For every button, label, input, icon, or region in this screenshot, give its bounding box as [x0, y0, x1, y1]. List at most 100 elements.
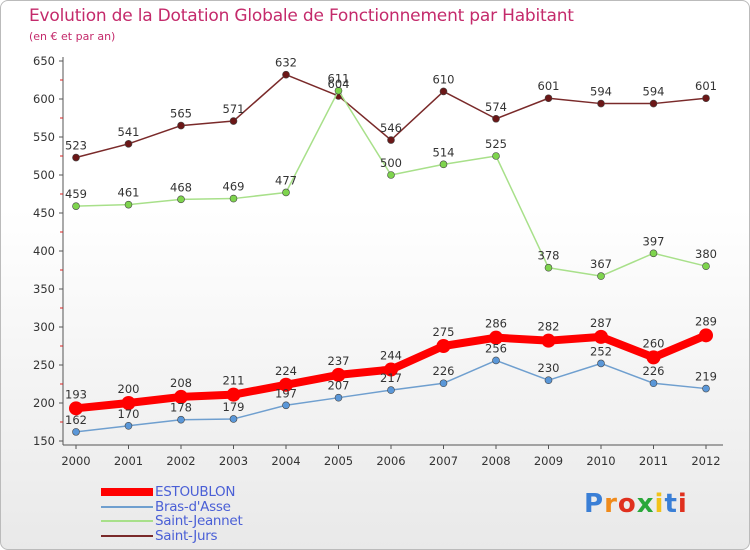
data-point — [334, 86, 343, 95]
x-tick-label: 2010 — [586, 454, 615, 468]
data-label: 571 — [223, 102, 245, 116]
data-label: 287 — [590, 316, 612, 330]
data-point — [649, 99, 658, 108]
data-point — [177, 195, 185, 204]
data-point — [384, 362, 398, 377]
data-label: 179 — [223, 400, 245, 414]
data-label: 252 — [590, 344, 612, 358]
data-label: 378 — [538, 249, 560, 263]
data-label: 178 — [170, 401, 192, 415]
data-label: 523 — [65, 139, 87, 153]
data-point — [492, 356, 500, 365]
data-label: 208 — [170, 376, 192, 390]
data-label: 461 — [118, 186, 140, 200]
data-point — [439, 379, 448, 388]
data-label: 565 — [170, 107, 192, 121]
data-point — [544, 263, 553, 272]
legend-label: ESTOUBLON — [155, 484, 236, 501]
legend-swatch — [101, 505, 153, 508]
data-label: 604 — [328, 77, 350, 91]
data-point — [439, 160, 448, 169]
data-point — [387, 171, 395, 179]
chart-legend: ESTOUBLON Bras-d'Asse Saint-Jeannet Saint-J… — [101, 484, 243, 544]
legend-label: Bras-d'Asse — [155, 498, 231, 515]
data-label: 275 — [433, 325, 455, 339]
data-point — [177, 121, 185, 130]
data-label: 289 — [695, 314, 717, 328]
data-label: 632 — [275, 56, 297, 70]
data-label: 260 — [643, 336, 665, 350]
data-label: 200 — [118, 382, 140, 396]
data-point — [702, 94, 710, 103]
logo-letter: P — [584, 489, 605, 519]
x-tick-label: 2007 — [429, 454, 458, 468]
x-tick-label: 2006 — [376, 454, 405, 468]
data-label: 601 — [538, 79, 560, 93]
data-label: 211 — [223, 374, 245, 388]
data-point — [229, 415, 238, 423]
data-point — [649, 249, 658, 258]
data-point — [594, 329, 608, 344]
data-point — [597, 359, 605, 368]
data-point — [492, 152, 500, 160]
data-label: 207 — [328, 379, 350, 393]
x-tick-label: 2008 — [481, 454, 510, 468]
data-point — [489, 330, 503, 345]
data-point — [124, 421, 133, 430]
chart-data-labels: 523 541 565 571 632 604 546 610 574 601 594 594 601 4… — [65, 56, 717, 427]
data-point — [544, 94, 553, 103]
logo-letter: i — [677, 489, 688, 519]
logo-letter: x — [636, 489, 655, 519]
data-label: 477 — [275, 173, 297, 187]
data-label: 170 — [118, 407, 140, 421]
data-label: 594 — [643, 85, 665, 99]
logo-letter: o — [617, 489, 637, 519]
data-label: 594 — [590, 85, 612, 99]
data-point — [282, 188, 290, 197]
data-point — [331, 367, 346, 382]
legend-label: Saint-Jeannet — [155, 513, 243, 530]
data-point — [492, 114, 500, 123]
data-point — [387, 386, 395, 394]
y-tick-label: 450 — [33, 206, 55, 220]
data-label: 468 — [170, 180, 192, 194]
y-tick-label: 600 — [33, 92, 55, 106]
data-point — [699, 328, 713, 343]
data-point — [646, 350, 661, 365]
data-point — [436, 339, 451, 353]
data-point — [72, 153, 80, 162]
data-point — [72, 428, 80, 436]
y-tick-label: 550 — [33, 130, 55, 144]
data-point — [702, 262, 710, 271]
legend-label: Saint-Jurs — [155, 527, 218, 544]
data-label: 610 — [433, 72, 455, 86]
data-label: 193 — [65, 387, 87, 401]
y-tick-label: 250 — [33, 358, 55, 372]
data-point — [121, 396, 136, 410]
data-point — [69, 401, 83, 416]
data-label: 500 — [380, 156, 402, 170]
x-tick-label: 2004 — [271, 454, 300, 468]
data-point — [282, 401, 290, 410]
data-point — [597, 272, 605, 280]
logo-letter: t — [664, 489, 678, 519]
data-point — [334, 393, 343, 402]
data-label: 546 — [380, 121, 402, 135]
data-point — [387, 136, 395, 144]
data-point — [702, 384, 710, 393]
legend-swatch — [101, 488, 153, 497]
data-label: 217 — [380, 371, 402, 385]
data-label: 601 — [695, 79, 717, 93]
data-label: 469 — [223, 180, 245, 194]
data-point — [226, 387, 241, 402]
data-label: 219 — [695, 370, 717, 384]
x-tick-label: 2012 — [691, 454, 720, 468]
data-point — [279, 377, 293, 392]
chart-axes: 150 200 250 300 350 400 450 500 550 600 650 2000 200… — [33, 54, 723, 468]
y-tick-label: 650 — [33, 54, 55, 68]
data-point — [597, 99, 605, 108]
x-tick-label: 2001 — [114, 454, 143, 468]
data-label: 514 — [433, 145, 455, 159]
y-tick-label: 350 — [33, 282, 55, 296]
